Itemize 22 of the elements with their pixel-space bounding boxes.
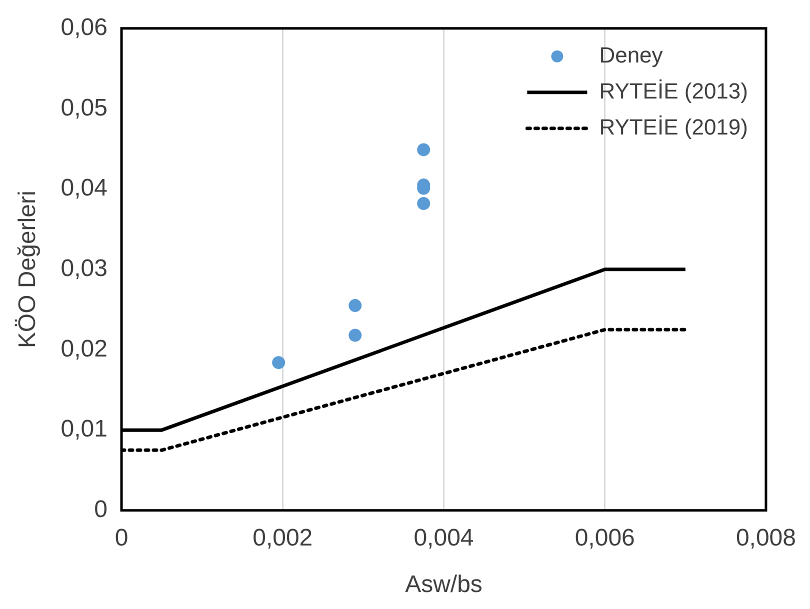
y-tick-label: 0,06 — [60, 14, 108, 42]
x-tick-label: 0,004 — [414, 524, 474, 552]
point — [348, 328, 362, 342]
y-tick-label: 0,02 — [60, 335, 108, 362]
point — [417, 197, 430, 210]
x-tick-label: 0,006 — [574, 524, 635, 552]
y-tick-label: 0,01 — [60, 416, 108, 443]
point — [348, 299, 362, 312]
x-tick-label: 0,002 — [252, 524, 313, 552]
x-axis-title: Asw/bs — [405, 571, 482, 598]
y-tick-label: 0,04 — [60, 174, 108, 202]
point — [417, 143, 430, 156]
y-tick-label: 0 — [94, 496, 108, 524]
legend-label: Deney — [599, 42, 663, 68]
legend-label: RYTEİE (2019) — [599, 114, 748, 140]
point — [272, 356, 286, 370]
y-tick-label: 0,05 — [60, 94, 108, 122]
x-tick-label: 0,008 — [736, 524, 796, 552]
y-axis-title: KÖO Değerleri — [14, 190, 42, 348]
legend-label: RYTEİE (2013) — [599, 78, 748, 104]
y-tick-label: 0,03 — [60, 255, 108, 282]
x-tick-label: 0 — [114, 524, 128, 552]
